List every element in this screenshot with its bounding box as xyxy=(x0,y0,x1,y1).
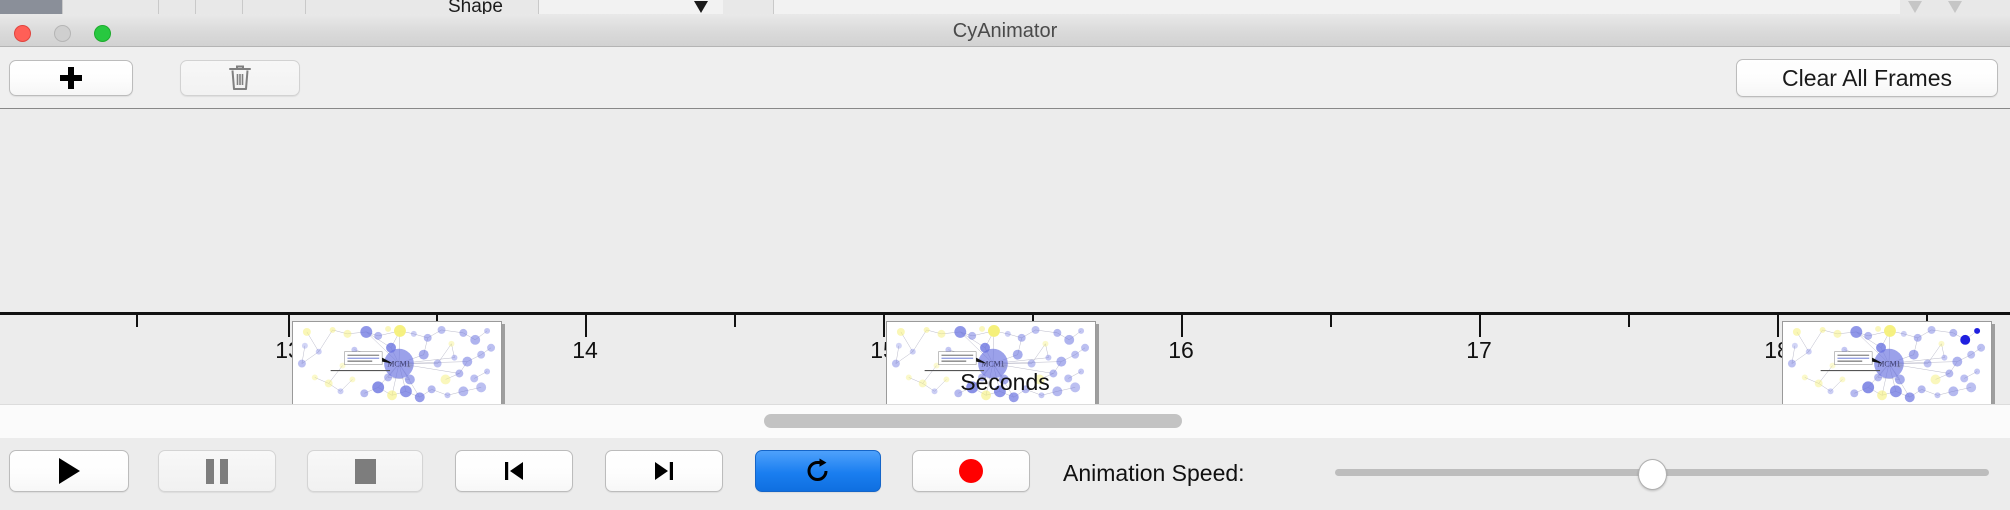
bg-marker-icon xyxy=(1948,1,1962,13)
axis-tick-label: 14 xyxy=(572,337,598,363)
background-window-label: Shape xyxy=(448,0,503,15)
window-title: CyAnimator xyxy=(952,20,1058,42)
minimize-button[interactable] xyxy=(54,25,71,42)
svg-text:MCM1: MCM1 xyxy=(387,360,410,369)
title-bar: CyAnimator xyxy=(0,14,2010,47)
axis-tick-major xyxy=(1181,315,1183,337)
bg-segment xyxy=(63,0,159,14)
frame-toolbar: Clear All Frames xyxy=(0,47,2010,110)
svg-text:MCM1: MCM1 xyxy=(1877,360,1900,369)
axis-tick-major xyxy=(1777,315,1779,337)
timeline-frame[interactable]: MCM1 xyxy=(292,321,502,404)
timeline-axis xyxy=(0,312,2010,315)
network-thumbnail: MCM1 xyxy=(297,324,496,403)
record-button[interactable] xyxy=(912,450,1030,492)
timeline-scrollbar[interactable] xyxy=(0,404,2010,439)
bg-segment xyxy=(723,0,774,14)
scrollbar-thumb[interactable] xyxy=(764,414,1182,428)
stop-button[interactable] xyxy=(307,450,423,492)
close-button[interactable] xyxy=(14,25,31,42)
add-frame-button[interactable] xyxy=(9,60,133,96)
stop-icon xyxy=(354,458,376,484)
loop-icon xyxy=(807,458,828,481)
bg-segment xyxy=(196,0,243,14)
previous-frame-button[interactable] xyxy=(455,450,573,492)
bg-segment xyxy=(306,0,539,14)
pause-icon xyxy=(206,458,228,484)
pause-button[interactable] xyxy=(158,450,276,492)
timeline-frame[interactable]: MCM1 xyxy=(1782,321,1992,404)
axis-tick-major xyxy=(883,315,885,337)
animation-speed-label: Animation Speed: xyxy=(1063,460,1245,486)
next-frame-button[interactable] xyxy=(605,450,723,492)
plus-icon xyxy=(60,67,82,89)
loop-button[interactable] xyxy=(755,450,881,492)
axis-tick-minor xyxy=(1330,315,1332,327)
bg-cursor-icon xyxy=(694,1,708,13)
axis-tick-minor xyxy=(734,315,736,327)
bg-segment xyxy=(159,0,196,14)
axis-tick-label: 16 xyxy=(1168,337,1194,363)
network-thumbnail: MCM1 xyxy=(891,324,1090,403)
network-thumbnail: MCM1 xyxy=(1787,324,1986,403)
axis-tick-major xyxy=(585,315,587,337)
axis-tick-major xyxy=(288,315,290,337)
delete-frame-button[interactable] xyxy=(180,60,300,96)
animation-speed-slider-thumb[interactable] xyxy=(1638,459,1667,490)
axis-tick-major xyxy=(1479,315,1481,337)
playback-bar: Animation Speed: xyxy=(0,438,2010,510)
timeline-frame[interactable]: MCM1 xyxy=(886,321,1096,404)
background-window-strip: Shape xyxy=(0,0,2010,15)
bg-segment xyxy=(0,0,63,14)
play-button[interactable] xyxy=(9,450,129,492)
svg-text:MCM1: MCM1 xyxy=(981,360,1004,369)
play-icon xyxy=(58,458,80,484)
trash-icon xyxy=(229,65,251,90)
bg-segment xyxy=(243,0,306,14)
clear-all-frames-button[interactable]: Clear All Frames xyxy=(1736,59,1998,97)
axis-title: Seconds xyxy=(960,369,1050,395)
skip-forward-icon xyxy=(655,462,673,480)
skip-back-icon xyxy=(505,462,523,480)
bg-marker-icon xyxy=(1908,1,1922,13)
maximize-button[interactable] xyxy=(94,25,111,42)
axis-tick-minor xyxy=(136,315,138,327)
record-icon xyxy=(959,459,983,483)
axis-tick-minor xyxy=(1628,315,1630,327)
axis-tick-label: 17 xyxy=(1466,337,1492,363)
